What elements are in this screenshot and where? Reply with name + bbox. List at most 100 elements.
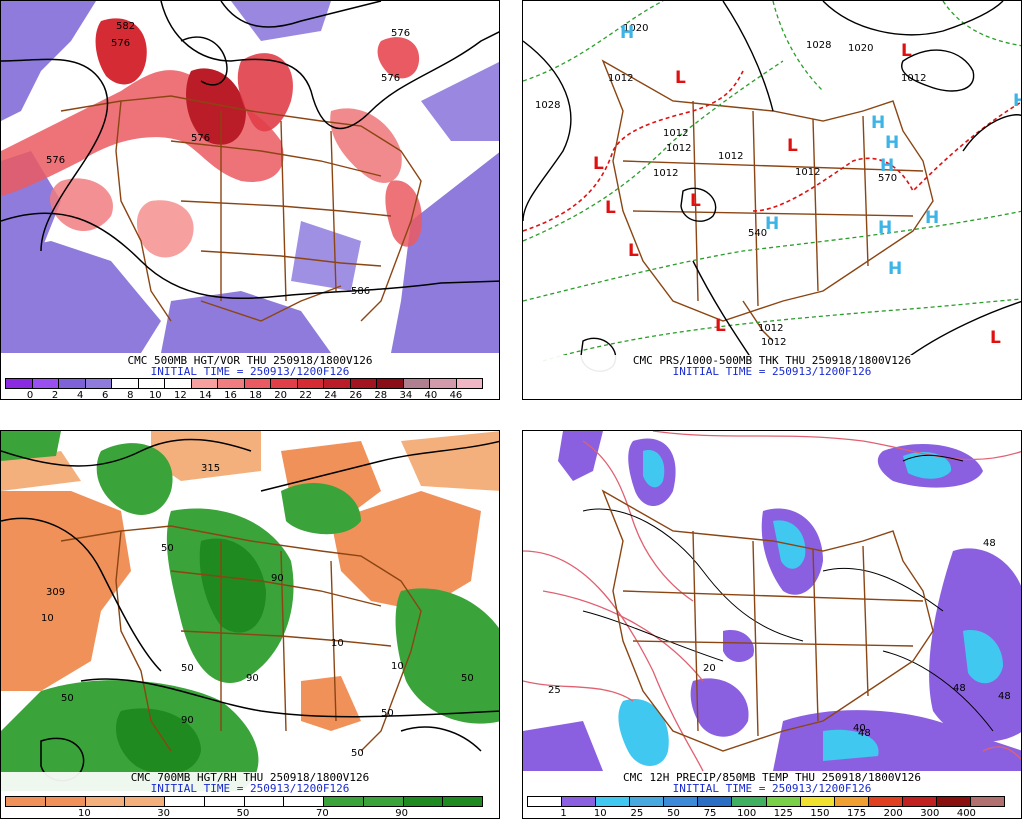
contour-label: 50: [181, 663, 194, 674]
color-scale-label: 1: [560, 808, 567, 819]
isobar-label: 1012: [653, 168, 678, 179]
contour-label: 576: [111, 38, 130, 49]
isobar-label: 1012: [663, 128, 688, 139]
color-scale-label: 40: [424, 390, 438, 400]
map-frame: 315 309 10 50 50 90 90 50 10 50 50 90 50…: [0, 430, 500, 819]
isobar-label: 1020: [623, 23, 648, 34]
color-scale-label: 18: [249, 390, 262, 400]
precip-label: 48: [998, 691, 1011, 702]
color-scale-swatch: [125, 797, 165, 806]
initial-time: INITIAL TIME = 250913/1200F126: [523, 783, 1021, 794]
color-scale-labels: 1 10 25 50 75 100 125 150 175 200 300 400: [527, 808, 1003, 819]
high-pressure-marker: H: [888, 259, 902, 279]
contour-label: 90: [181, 715, 194, 726]
isobar-label: 1012: [761, 337, 786, 348]
color-scale-label: 150: [810, 808, 830, 819]
color-scale-label: 20: [274, 390, 287, 400]
precip-map: 25 48 48 40 48 48 20: [523, 431, 1021, 818]
color-scale-swatch: [363, 797, 404, 806]
color-scale-swatch: [403, 797, 444, 806]
color-scale-label: 200: [883, 808, 903, 819]
color-scale-swatch: [800, 797, 835, 806]
color-scale-label: 400: [956, 808, 976, 819]
precip-label: 40: [853, 723, 866, 734]
color-scale-swatch: [32, 379, 59, 388]
map-title: CMC 500MB HGT/VOR THU 250918/1800V126: [1, 355, 499, 366]
color-scale-label: 8: [127, 390, 134, 400]
high-pressure-marker: H: [620, 23, 634, 43]
pressure-map: 1028 1028 1020 1012 1012 1012 1012 1012 …: [523, 1, 1021, 399]
color-scale-label: 90: [395, 808, 409, 819]
color-scale-labels: 0 2 4 6 8 10 12 14 16 18 20 22 24 26 28 34 40 46: [5, 390, 481, 400]
high-pressure-marker: H: [885, 133, 899, 153]
color-scale-swatch: [324, 797, 364, 806]
panel-precip-850mb-temp: 25 48 48 40 48 48 20 CMC 12H PRECIP/850M…: [522, 430, 1024, 830]
temp-label: 25: [548, 685, 561, 696]
color-scale-label: 24: [324, 390, 338, 400]
high-pressure-marker: H: [925, 208, 939, 228]
color-scale-swatch: [165, 797, 205, 806]
color-scale-swatch: [528, 797, 563, 806]
color-scale-swatch: [165, 379, 192, 388]
color-scale-swatch: [936, 797, 972, 806]
contour-label: 315: [201, 463, 220, 474]
isobar-label: 1012: [608, 73, 633, 84]
color-scale-swatch: [350, 379, 377, 388]
high-pressure-marker: H: [880, 156, 894, 176]
low-pressure-marker: L: [990, 328, 1001, 348]
precip-label: 48: [858, 728, 871, 739]
color-scale: [527, 796, 1005, 807]
isobar-label: 1012: [718, 151, 743, 162]
color-scale-swatch: [403, 379, 430, 388]
color-scale-label: 50: [236, 808, 250, 819]
color-scale-label: 4: [76, 390, 84, 400]
color-scale-swatch: [6, 379, 33, 388]
color-scale-swatch: [630, 797, 665, 806]
color-scale-label: 12: [173, 390, 187, 400]
contour-label: 10: [331, 638, 344, 649]
map-frame: 576 576 576 576 576 586 582 CMC 500MB HG…: [0, 0, 500, 400]
color-scale-swatch: [834, 797, 869, 806]
isobar-label: 1020: [848, 43, 873, 54]
color-scale-label: 10: [593, 808, 607, 819]
color-scale-swatch: [59, 379, 86, 388]
low-pressure-marker: L: [675, 68, 686, 88]
color-scale-swatch: [218, 379, 245, 388]
humidity-map: 315 309 10 50 50 90 90 50 10 50 50 90 50…: [1, 431, 499, 818]
contour-label: 50: [351, 748, 364, 759]
color-scale-label: 50: [667, 808, 680, 819]
color-scale-swatch: [971, 797, 1005, 806]
color-scale-swatch: [868, 797, 903, 806]
isobar-label: 1012: [901, 73, 926, 84]
low-pressure-marker: L: [593, 154, 604, 174]
contour-label: 90: [246, 673, 259, 684]
low-pressure-marker: L: [628, 241, 639, 261]
color-scale-label: 10: [148, 390, 162, 400]
color-scale-swatch: [698, 797, 733, 806]
color-scale-swatch: [456, 379, 482, 388]
contour-label: 309: [46, 587, 65, 598]
color-scale-label: 10: [77, 808, 91, 819]
color-scale-swatch: [562, 797, 597, 806]
color-scale-swatch: [732, 797, 767, 806]
map-title: CMC 12H PRECIP/850MB TEMP THU 250918/180…: [523, 772, 1021, 783]
color-scale-swatch: [85, 379, 112, 388]
contour-label: 50: [61, 693, 74, 704]
color-scale: [5, 796, 483, 807]
contour-label: 576: [191, 133, 210, 144]
color-scale-label: 2: [51, 390, 59, 400]
high-pressure-marker: H: [878, 218, 892, 238]
color-scale-swatch: [430, 379, 457, 388]
high-pressure-marker: H: [765, 214, 779, 234]
color-scale-swatch: [85, 797, 126, 806]
contour-label: 576: [381, 73, 400, 84]
thickness-label: 570: [878, 173, 897, 184]
contour-label: 576: [391, 28, 410, 39]
color-scale-swatch: [284, 797, 324, 806]
color-scale-label: 30: [157, 808, 171, 819]
map-title: CMC 700MB HGT/RH THU 250918/1800V126: [1, 772, 499, 783]
color-scale-label: 14: [199, 390, 212, 400]
color-scale-label: 70: [315, 808, 329, 819]
map-title: CMC PRS/1000-500MB THK THU 250918/1800V1…: [523, 355, 1021, 366]
color-scale-label: 75: [703, 808, 717, 819]
